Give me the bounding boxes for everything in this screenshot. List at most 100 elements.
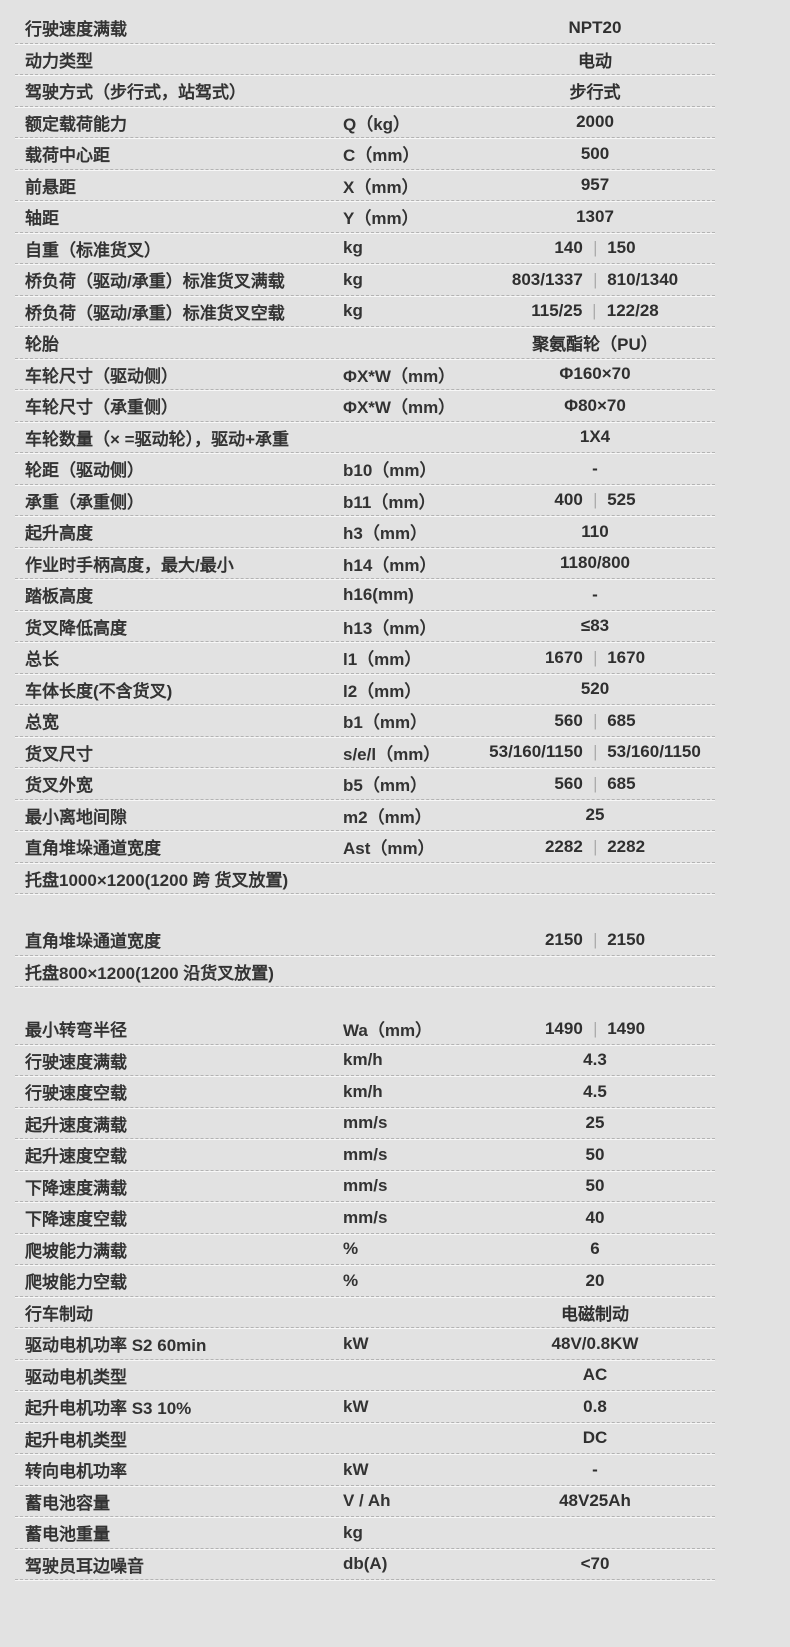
spec-row: 货叉尺寸 s/e/l（mm） 53/160/1150 | 53/160/1150 [0,737,790,769]
spec-label: 桥负荷（驱动/承重）标准货叉满载 [25,272,285,292]
spec-label: 驾驶方式（步行式，站驾式） [25,83,246,103]
spec-label: 直角堆垛通道宽度 [25,839,161,859]
spec-unit: Q（kg） [343,114,411,134]
spec-unit: mm/s [343,1144,388,1164]
spec-label: 爬坡能力空载 [25,1273,127,1293]
spec-unit: kg [343,269,363,289]
spec-table: 行驶速度满载 NPT20 动力类型 电动 驾驶方式（步行式，站驾式） 步行式 额定载荷能力 Q… [0,12,790,1581]
spec-value: 2150 | 2150 [544,929,646,949]
spec-value: Φ80×70 [564,395,626,415]
spec-value: 803/1337 | 810/1340 [511,269,679,289]
spec-value: 110 [581,521,609,541]
spec-value: 140 | 150 [554,238,636,258]
spec-label: 起升速度满载 [25,1115,127,1135]
spec-value: 520 [580,679,610,699]
spec-row: 桥负荷（驱动/承重）标准货叉空载 kg 115/25 | 122/28 [0,296,790,328]
spec-value: 6 [590,1239,600,1259]
spec-row: 桥负荷（驱动/承重）标准货叉满载 kg 803/1337 | 810/1340 [0,264,790,296]
spec-row: 下降速度空载 mm/s 40 [0,1202,790,1234]
spec-row: 起升速度满载 mm/s 25 [0,1108,790,1140]
spec-row: 动力类型 电动 [0,44,790,76]
spec-unit: h3（mm） [343,524,428,544]
spec-row: 直角堆垛通道宽度 Ast（mm） 2282 | 2282 [0,831,790,863]
spec-row: 转向电机功率 kW - [0,1454,790,1486]
spec-unit: l1（mm） [343,650,422,670]
spec-unit: b1（mm） [343,713,428,733]
spec-unit: kg [343,238,363,258]
spec-row: 行驶速度满载 NPT20 [0,12,790,44]
spec-unit: km/h [343,1050,383,1070]
spec-value: 1X4 [579,427,611,447]
spec-unit: ΦX*W（mm） [343,366,456,386]
spec-row: 蓄电池容量 V / Ah 48V25Ah [0,1486,790,1518]
spec-unit: m2（mm） [343,807,432,827]
spec-value: 4.3 [583,1050,607,1070]
spec-unit: C（mm） [343,146,420,166]
spec-unit: h14（mm） [343,555,437,575]
spec-row: 驾驶员耳边噪音 db(A) <70 [0,1549,790,1581]
spec-unit: kW [343,1333,369,1353]
spec-value: 聚氨酯轮（PU） [532,335,658,355]
spec-value: 0.8 [583,1396,607,1416]
spec-row: 作业时手柄高度，最大/最小 h14（mm） 1180/800 [0,548,790,580]
spec-value: - [592,584,598,604]
spec-row: 轮胎 聚氨酯轮（PU） [0,327,790,359]
spec-unit: % [343,1239,359,1259]
spec-row: 下降速度满载 mm/s 50 [0,1171,790,1203]
spec-row: 起升电机功率 S3 10% kW 0.8 [0,1391,790,1423]
spec-value: 500 [580,143,610,163]
spec-value: 560 | 685 [554,773,636,793]
spec-unit: s/e/l（mm） [343,744,441,764]
spec-value: - [592,1459,598,1479]
spec-value: 48V25Ah [559,1491,631,1511]
spec-label: 最小离地间隙 [25,807,127,827]
spec-label: 货叉降低高度 [25,618,127,638]
spec-unit: b11（mm） [343,492,436,512]
spec-label: 爬坡能力满载 [25,1241,127,1261]
spec-row: 最小离地间隙 m2（mm） 25 [0,800,790,832]
spec-label: 踏板高度 [25,587,93,607]
section-gap [0,987,790,1013]
spec-label: 承重（承重侧） [25,492,144,512]
spec-row: 最小转弯半径 Wa（mm） 1490 | 1490 [0,1013,790,1045]
spec-value: DC [582,1428,608,1448]
spec-unit: b10（mm） [343,461,437,481]
spec-row: 行驶速度满载 km/h 4.3 [0,1045,790,1077]
spec-unit: kW [343,1459,369,1479]
value-separator: | [593,238,597,258]
spec-label: 货叉外宽 [25,776,93,796]
spec-unit: l2（mm） [343,681,422,701]
spec-unit: Ast（mm） [343,839,435,859]
spec-label: 车轮尺寸（驱动侧） [25,366,178,386]
value-separator: | [593,301,596,321]
spec-value: 电动 [578,51,612,71]
spec-row: 直角堆垛通道宽度 2150 | 2150 [0,924,790,956]
spec-value: ≤83 [580,616,610,636]
spec-row: 承重（承重侧） b11（mm） 400 | 525 [0,485,790,517]
value-separator: | [593,269,597,289]
spec-label: 自重（标准货叉） [25,240,161,260]
spec-row: 轮距（驱动侧） b10（mm） - [0,453,790,485]
value-separator: | [593,929,597,949]
spec-label: 下降速度满载 [25,1178,127,1198]
spec-value: 4.5 [583,1081,607,1101]
spec-subnote-row: 托盘1000×1200(1200 跨 货叉放置) [0,863,790,895]
spec-value: 957 [580,175,610,195]
spec-row: 驱动电机类型 AC [0,1360,790,1392]
spec-label: 转向电机功率 [25,1462,127,1482]
spec-row: 驱动电机功率 S2 60min kW 48V/0.8KW [0,1328,790,1360]
spec-value: 25 [585,1113,605,1133]
spec-label: 蓄电池容量 [25,1493,110,1513]
spec-label: 驱动电机功率 S2 60min [25,1336,207,1356]
spec-unit: % [343,1270,359,1290]
spec-value: 50 [585,1176,605,1196]
spec-label: 行驶速度空载 [25,1084,127,1104]
value-separator: | [593,836,597,856]
spec-row: 蓄电池重量 kg [0,1517,790,1549]
spec-value: 40 [585,1207,605,1227]
spec-label: 货叉尺寸 [25,744,93,764]
spec-row: 行驶速度空载 km/h 4.5 [0,1076,790,1108]
spec-unit: kW [343,1396,369,1416]
spec-row: 总宽 b1（mm） 560 | 685 [0,705,790,737]
spec-unit: X（mm） [343,177,419,197]
